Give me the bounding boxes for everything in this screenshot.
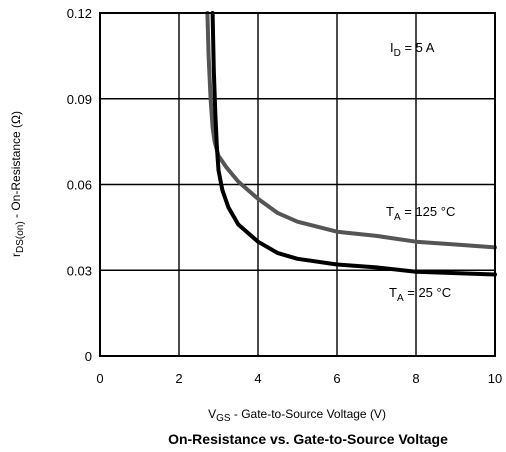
y-tick-label: 0.06 xyxy=(67,178,92,193)
x-tick-label: 4 xyxy=(254,371,261,386)
grid xyxy=(100,13,495,356)
series-line-1 xyxy=(210,11,497,277)
x-tick-label: 6 xyxy=(333,371,340,386)
curves xyxy=(205,11,497,277)
x-tick-label: 10 xyxy=(488,371,502,386)
x-tick-labels: 0 2 4 6 8 10 xyxy=(96,371,502,386)
y-tick-label: 0.12 xyxy=(67,6,92,21)
y-tick-label: 0.09 xyxy=(67,92,92,107)
annotation-t125: TA = 125 °C xyxy=(386,204,455,223)
annotation-id: ID = 5 A xyxy=(390,40,435,59)
y-axis-label: rDS(on) - On-Resistance (Ω) xyxy=(9,111,26,257)
x-tick-label: 8 xyxy=(412,371,419,386)
chart-title: On-Resistance vs. Gate-to-Source Voltage xyxy=(168,431,448,447)
x-tick-label: 2 xyxy=(175,371,182,386)
series-line-0 xyxy=(205,11,497,250)
x-tick-label: 0 xyxy=(96,371,103,386)
plot-frame xyxy=(99,12,496,357)
x-axis-label: VGS - Gate-to-Source Voltage (V) xyxy=(208,407,386,424)
y-tick-label: 0 xyxy=(85,349,92,364)
y-tick-label: 0.03 xyxy=(67,263,92,278)
y-tick-labels: 0 0.03 0.06 0.09 0.12 xyxy=(67,6,92,364)
annotation-t25: TA = 25 °C xyxy=(389,285,451,304)
